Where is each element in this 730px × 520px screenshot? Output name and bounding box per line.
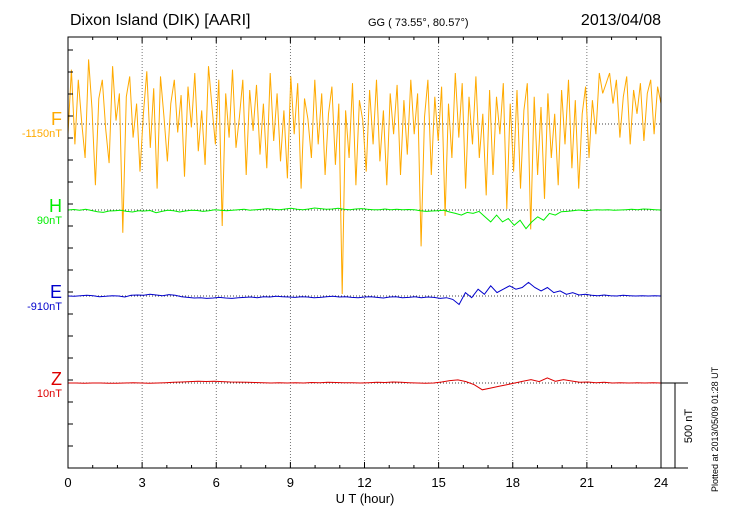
- plot-date: 2013/04/08: [580, 12, 661, 29]
- scale-bar-label: 500 nT: [683, 409, 695, 444]
- x-tick-label: 3: [139, 475, 146, 490]
- grid-lines: [141, 37, 588, 468]
- component-offset-f: -1150nT: [21, 128, 62, 140]
- series-line-z: [68, 377, 662, 391]
- component-name-h: H: [49, 196, 62, 216]
- x-tick-label: 12: [357, 475, 371, 490]
- component-offset-z: 10nT: [36, 388, 62, 400]
- x-tick-label: 24: [654, 475, 668, 490]
- series-lines: [67, 59, 662, 391]
- component-offset-h: 90nT: [36, 215, 62, 227]
- component-name-e: E: [49, 282, 62, 302]
- x-tick-label: 9: [287, 475, 294, 490]
- component-name-z: Z: [51, 369, 62, 389]
- x-tick-label: 21: [580, 475, 594, 490]
- series-line-f: [67, 59, 662, 295]
- label-h: H 90nT: [0, 197, 62, 228]
- plotted-timestamp: Plotted at 2013/05/09 01:28 UT: [710, 366, 720, 492]
- station-title: Dixon Island (DIK) [AARI]: [70, 12, 251, 29]
- label-z: Z 10nT: [0, 370, 62, 401]
- component-name-f: F: [51, 109, 62, 129]
- label-f: F -1150nT: [0, 110, 62, 141]
- series-line-e: [67, 281, 662, 306]
- x-tick-label: 6: [213, 475, 220, 490]
- label-e: E -910nT: [0, 283, 62, 314]
- scale-bar: 500 nT: [661, 382, 695, 469]
- series-line-h: [67, 207, 662, 230]
- x-tick-label: 18: [506, 475, 520, 490]
- x-tick-label: 0: [64, 475, 71, 490]
- component-offset-e: -910nT: [27, 301, 62, 313]
- axis-ticks: 0 3 6 9 12 15 18 21 24: [64, 37, 668, 490]
- geographic-coordinates: GG ( 73.55°, 80.57°): [368, 17, 469, 29]
- x-tick-label: 15: [431, 475, 445, 490]
- x-axis-label: U T (hour): [336, 491, 395, 506]
